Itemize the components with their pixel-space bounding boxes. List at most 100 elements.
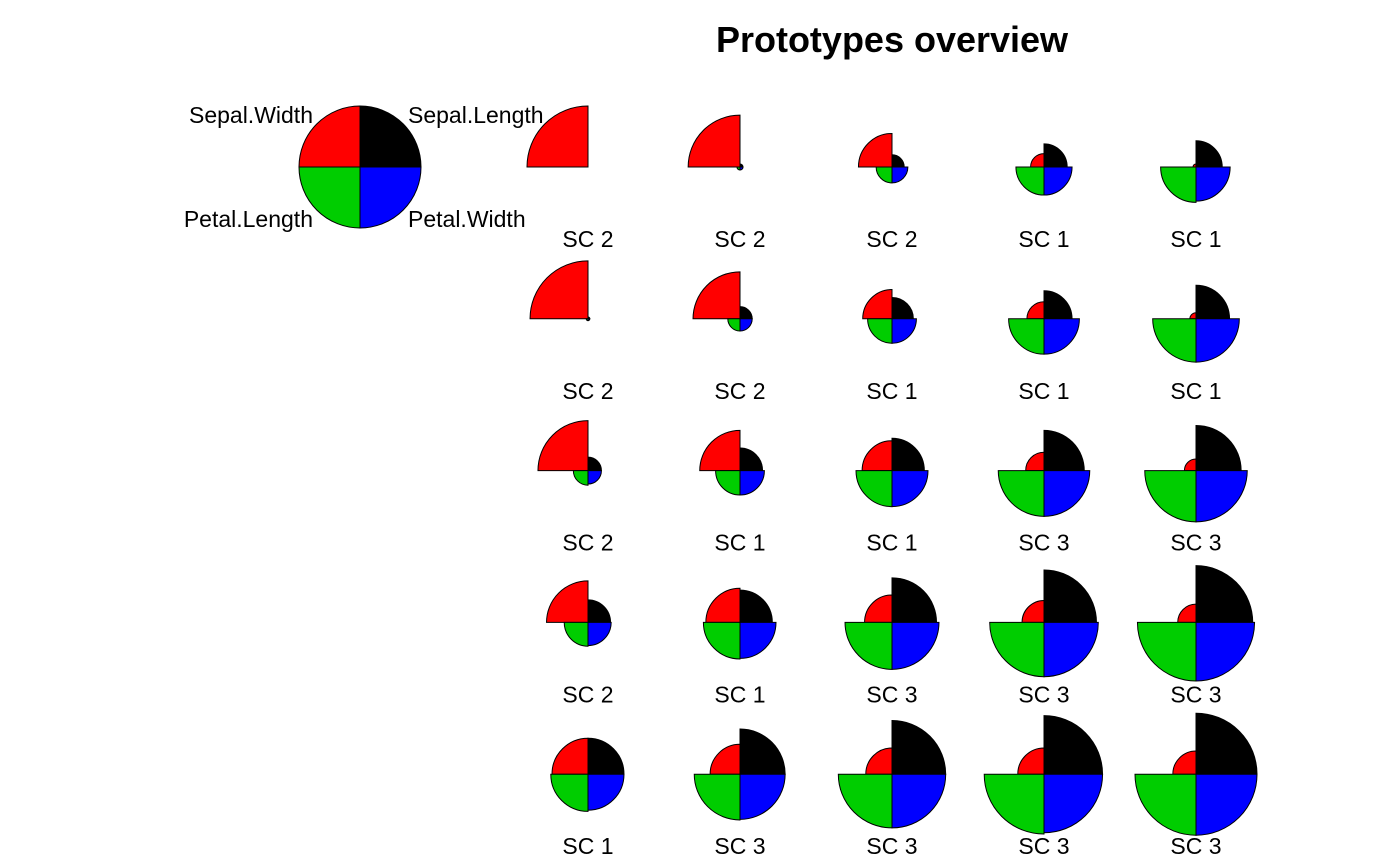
segment-sepal-width xyxy=(1017,747,1045,775)
segment-sepal-length xyxy=(891,720,947,775)
prototype-cell: SC 3 xyxy=(983,715,1104,859)
segment-sepal-width xyxy=(862,289,893,320)
prototype-cell: SC 2 xyxy=(692,271,766,404)
prototype-label: SC 3 xyxy=(1018,681,1069,707)
segment-sepal-width xyxy=(551,737,589,775)
segment-sepal-width xyxy=(537,420,589,472)
segment-petal-length xyxy=(563,621,589,647)
segment-sepal-length xyxy=(1195,284,1231,320)
prototype-label: SC 3 xyxy=(1170,681,1221,707)
prototype-cell: SC 3 xyxy=(1136,565,1256,707)
legend-segment-sepal-length xyxy=(359,105,422,168)
prototype-cell: SC 3 xyxy=(693,728,786,859)
prototype-label: SC 1 xyxy=(562,833,613,859)
prototype-label: SC 3 xyxy=(1018,833,1069,859)
segment-petal-width xyxy=(891,318,917,344)
prototype-cell: SC 1 xyxy=(702,587,777,707)
segment-petal-length xyxy=(727,318,741,332)
segment-petal-width xyxy=(587,470,602,485)
segment-petal-width xyxy=(587,621,612,647)
prototype-label: SC 1 xyxy=(714,681,765,707)
prototype-cell: SC 1 xyxy=(1015,143,1073,252)
prototype-cell: SC 1 xyxy=(1008,290,1080,404)
segment-petal-length xyxy=(550,773,589,812)
segment-petal-width xyxy=(891,621,940,670)
prototype-cell: SC 2 xyxy=(546,580,614,707)
segment-sepal-width xyxy=(546,580,589,623)
segment-sepal-length xyxy=(587,599,612,623)
segment-sepal-length xyxy=(1195,712,1258,775)
segment-sepal-length xyxy=(739,589,773,623)
segment-petal-length xyxy=(715,470,741,496)
segment-petal-length xyxy=(1134,773,1197,836)
prototype-cell: SC 1 xyxy=(1160,140,1231,252)
prototype-label: SC 2 xyxy=(562,378,613,404)
prototype-cell: SC 3 xyxy=(837,720,947,859)
segment-petal-width xyxy=(739,318,753,332)
segment-petal-length xyxy=(1136,621,1197,682)
segment-sepal-width xyxy=(1021,599,1045,623)
segment-petal-length xyxy=(983,773,1045,835)
segment-sepal-width xyxy=(529,260,589,320)
segment-sepal-width xyxy=(699,429,741,472)
segment-petal-width xyxy=(587,318,591,322)
legend: Sepal.Length Sepal.Width Petal.Length Pe… xyxy=(184,102,544,232)
segment-sepal-width xyxy=(1189,312,1197,320)
segment-petal-length xyxy=(572,470,589,486)
prototype-label: SC 2 xyxy=(866,226,917,252)
prototype-label: SC 1 xyxy=(714,530,765,556)
prototype-label: SC 2 xyxy=(714,378,765,404)
segment-petal-width xyxy=(1195,166,1231,202)
segment-petal-width xyxy=(1195,318,1240,363)
segment-petal-width xyxy=(739,621,777,659)
legend-label-petal-length: Petal.Length xyxy=(184,206,313,232)
prototype-label: SC 3 xyxy=(866,681,917,707)
prototype-cell: SC 2 xyxy=(529,260,614,404)
prototype-cell: SC 2 xyxy=(526,105,614,252)
segment-sepal-length xyxy=(1043,290,1073,320)
legend-label-sepal-length: Sepal.Length xyxy=(408,102,544,128)
prototype-label: SC 2 xyxy=(562,681,613,707)
prototype-label: SC 2 xyxy=(714,226,765,252)
prototype-cell: SC 2 xyxy=(687,114,766,252)
segment-petal-width xyxy=(1043,470,1091,517)
segment-petal-width xyxy=(1043,166,1073,196)
prototype-cell: SC 1 xyxy=(1152,284,1240,404)
prototype-cell: SC 3 xyxy=(1134,712,1258,859)
segment-petal-length xyxy=(1008,318,1045,355)
segment-petal-length xyxy=(844,621,893,670)
segment-sepal-width xyxy=(687,114,741,168)
segment-petal-width xyxy=(1043,318,1080,355)
segment-sepal-length xyxy=(1043,429,1085,472)
prototype-cell: SC 1 xyxy=(699,429,766,556)
segment-sepal-width xyxy=(864,594,893,623)
prototype-label: SC 1 xyxy=(1018,226,1069,252)
prototype-label: SC 3 xyxy=(1018,530,1069,556)
segment-petal-width xyxy=(739,470,765,496)
prototype-cell: SC 3 xyxy=(989,569,1099,707)
prototype-cell: SC 2 xyxy=(537,420,614,556)
segment-petal-width xyxy=(891,773,947,829)
segment-petal-length xyxy=(989,621,1045,678)
segment-sepal-length xyxy=(1043,569,1097,623)
segment-petal-width xyxy=(1195,621,1256,682)
segment-sepal-width xyxy=(865,747,893,775)
segment-sepal-length xyxy=(1195,140,1223,168)
segment-sepal-width xyxy=(709,743,741,775)
segment-sepal-length xyxy=(1195,424,1242,472)
segment-sepal-length xyxy=(739,447,764,472)
segment-petal-length xyxy=(867,318,893,344)
segment-petal-length xyxy=(997,470,1045,517)
prototype-label: SC 1 xyxy=(1170,378,1221,404)
segment-petal-length xyxy=(693,773,741,821)
segment-sepal-width xyxy=(1025,451,1045,472)
segment-petal-width xyxy=(1043,621,1099,678)
prototype-label: SC 3 xyxy=(1170,833,1221,859)
segment-sepal-length xyxy=(891,577,938,623)
segment-petal-length xyxy=(855,470,893,508)
segment-petal-length xyxy=(875,166,893,184)
segment-sepal-length xyxy=(891,296,914,320)
prototype-label: SC 2 xyxy=(562,226,613,252)
segment-sepal-width xyxy=(857,132,893,168)
